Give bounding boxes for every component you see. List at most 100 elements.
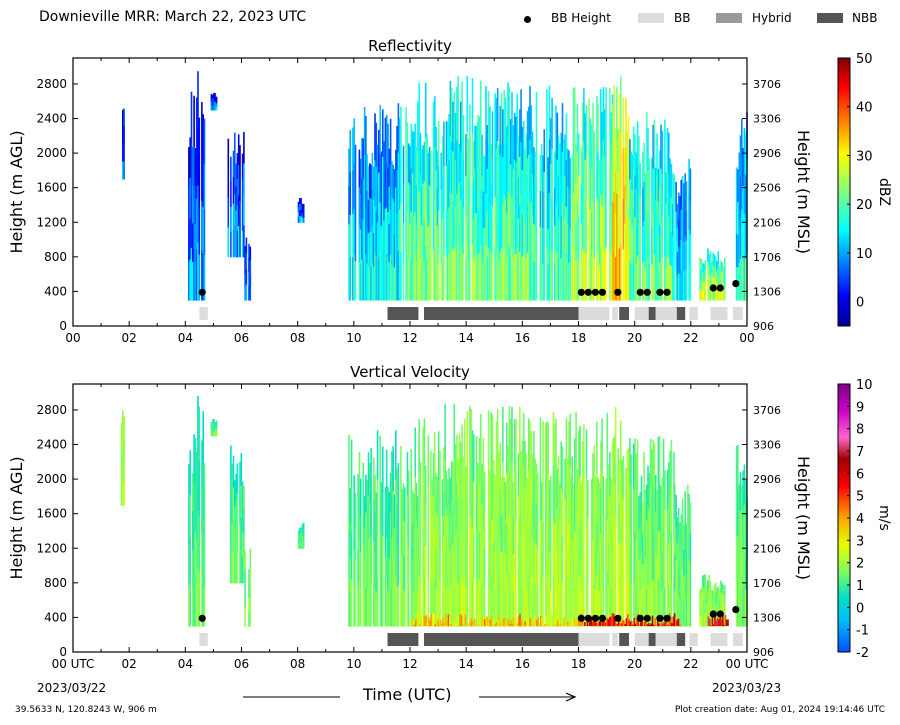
echo-streak <box>490 261 492 301</box>
echo-streak <box>550 588 552 627</box>
echo-streak <box>122 481 124 506</box>
echo-streak <box>722 605 725 617</box>
echo-streak <box>243 510 245 535</box>
echo-streak <box>359 264 362 301</box>
y-tick-label-right: 906 <box>753 320 774 333</box>
echo-streak <box>380 554 383 591</box>
echo-streak <box>613 138 616 193</box>
echo-streak <box>524 579 526 627</box>
echo-streak <box>548 589 551 627</box>
echo-streak <box>482 155 485 192</box>
echo-streak <box>359 229 362 266</box>
echo-streak <box>519 109 521 158</box>
echo-streak <box>363 155 366 204</box>
echo-streak <box>354 526 357 561</box>
echo-streak <box>676 544 679 573</box>
echo-streak <box>743 504 746 546</box>
echo-streak <box>485 139 487 194</box>
echo-streak <box>400 581 402 627</box>
echo-streak <box>588 199 590 251</box>
echo-streak <box>249 273 252 288</box>
echo-streak <box>634 579 636 627</box>
echo-streak <box>450 502 453 544</box>
echo-streak <box>635 263 638 301</box>
rain-streak <box>455 617 458 627</box>
echo-streak <box>585 251 588 301</box>
echo-streak <box>606 519 609 574</box>
echo-streak <box>564 500 566 543</box>
echo-streak <box>577 430 580 480</box>
echo-streak <box>524 262 526 301</box>
echo-streak <box>460 441 462 489</box>
echo-streak <box>713 288 716 301</box>
y-axis-label-right: Height (m MSL) <box>794 130 813 254</box>
echo-streak <box>372 541 375 585</box>
echo-streak <box>661 588 664 627</box>
echo-streak <box>462 161 465 208</box>
echo-streak <box>469 202 471 252</box>
echo-streak <box>534 542 536 585</box>
echo-streak <box>507 245 509 301</box>
echo-streak <box>441 552 444 590</box>
rain-streak <box>556 620 559 627</box>
rain-streak <box>512 617 515 627</box>
echo-streak <box>507 536 509 582</box>
echo-streak <box>613 436 616 485</box>
echo-streak <box>210 101 213 107</box>
echo-streak <box>577 528 580 578</box>
echo-streak <box>535 585 538 627</box>
echo-streak <box>483 548 486 588</box>
echo-streak <box>471 577 474 627</box>
echo-streak <box>480 135 482 191</box>
echo-streak <box>392 446 394 492</box>
echo-streak <box>563 219 565 261</box>
echo-streak <box>406 166 409 212</box>
echo-streak <box>552 465 555 520</box>
rain-streak <box>558 617 560 626</box>
echo-streak <box>441 258 444 301</box>
echo-streak <box>618 459 621 502</box>
echo-streak <box>473 578 475 627</box>
echo-streak <box>236 553 239 584</box>
echo-streak <box>684 592 686 627</box>
echo-streak <box>669 158 671 195</box>
rain-streak <box>590 617 593 627</box>
echo-streak <box>471 244 474 301</box>
rain-streak <box>643 621 646 626</box>
echo-streak <box>671 268 674 301</box>
rain-streak <box>462 623 464 627</box>
echo-streak <box>241 179 244 206</box>
echo-streak <box>449 190 452 246</box>
echo-streak <box>590 515 593 554</box>
echo-streak <box>673 205 675 238</box>
echo-streak <box>642 151 644 190</box>
rain-streak <box>516 623 519 627</box>
echo-streak <box>507 491 509 537</box>
echo-streak <box>744 258 747 301</box>
colorbar-tick-label: 50 <box>856 52 873 67</box>
echo-streak <box>581 579 584 627</box>
echo-streak <box>430 582 432 627</box>
echo-streak <box>529 472 531 525</box>
echo-streak <box>434 480 436 530</box>
echo-streak <box>744 132 747 176</box>
echo-streak <box>405 251 407 301</box>
echo-streak <box>699 607 701 618</box>
echo-streak <box>423 220 426 261</box>
echo-streak <box>193 146 195 199</box>
echo-streak <box>379 483 381 532</box>
echo-streak <box>448 160 450 208</box>
echo-streak <box>193 434 195 483</box>
echo-streak <box>642 533 644 565</box>
echo-streak <box>683 212 685 243</box>
echo-streak <box>482 263 485 301</box>
echo-streak <box>422 261 424 301</box>
echo-streak <box>688 229 690 266</box>
echo-streak <box>406 495 409 540</box>
echo-streak <box>683 241 685 272</box>
echo-streak <box>524 224 526 263</box>
echo-streak <box>496 571 499 627</box>
echo-streak <box>658 150 661 189</box>
echo-streak <box>396 213 398 257</box>
echo-streak <box>493 542 495 585</box>
